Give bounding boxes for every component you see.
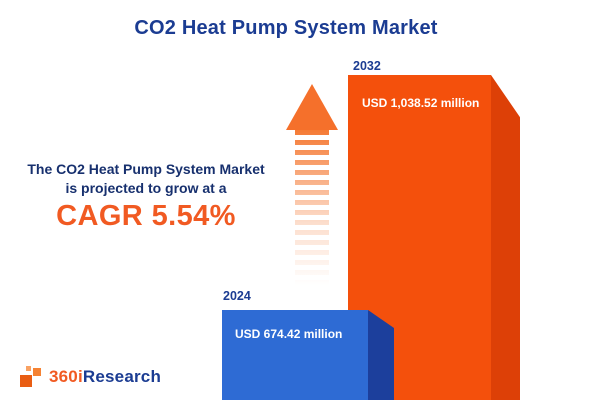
growth-description-line1: The CO2 Heat Pump System Market — [27, 161, 265, 177]
logo-squares-icon — [20, 366, 42, 388]
growth-description-line2: is projected to grow at a — [65, 180, 227, 196]
bar-2032-value-label: USD 1,038.52 million — [362, 96, 480, 110]
cagr-value: CAGR 5.54% — [56, 200, 236, 232]
logo-square-medium — [33, 368, 41, 376]
bar-2024-value-label: USD 674.42 million — [235, 327, 343, 341]
page-title: CO2 Heat Pump System Market — [134, 17, 438, 39]
logo-text-research: Research — [82, 367, 162, 386]
year-label-2032: 2032 — [353, 59, 381, 73]
logo-text-360i: 360i — [49, 367, 83, 386]
bar-2024-side-face — [368, 310, 394, 400]
growth-arrow — [286, 84, 338, 289]
arrow-fade-overlay — [286, 130, 338, 285]
year-label-2024: 2024 — [223, 289, 251, 303]
bar-2024-front-face: USD 674.42 million — [222, 310, 368, 400]
logo: 360iResearch — [20, 366, 161, 388]
logo-square-large — [20, 375, 32, 387]
logo-square-small — [26, 366, 31, 371]
logo-text: 360iResearch — [49, 367, 161, 387]
growth-description: The CO2 Heat Pump System Market is proje… — [8, 160, 284, 232]
arrow-up-icon — [286, 84, 338, 130]
bar-2024: USD 674.42 million — [222, 310, 394, 400]
bar-2032-side-face — [491, 75, 520, 400]
